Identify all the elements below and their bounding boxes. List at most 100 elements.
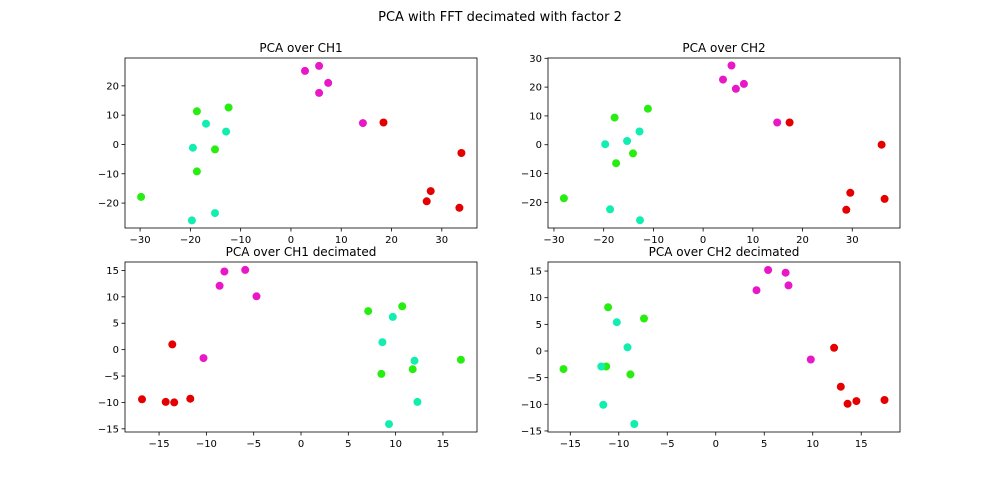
y-tick-label: 0 bbox=[113, 140, 119, 151]
data-point-teal bbox=[612, 318, 621, 327]
x-tick-label: 20 bbox=[796, 235, 809, 246]
data-point-teal bbox=[606, 205, 615, 214]
data-point-green bbox=[364, 307, 373, 316]
y-tick-label: −10 bbox=[521, 169, 542, 180]
x-tick-label: −10 bbox=[196, 439, 217, 450]
y-tick-label: 20 bbox=[529, 83, 542, 94]
y-tick-label: 20 bbox=[106, 81, 119, 92]
data-point-magenta bbox=[752, 286, 761, 295]
x-tick-label: 10 bbox=[389, 439, 402, 450]
data-point-teal bbox=[413, 397, 422, 406]
data-point-green bbox=[626, 370, 635, 379]
data-point-magenta bbox=[781, 268, 790, 277]
y-tick-label: −15 bbox=[521, 426, 542, 437]
data-point-magenta bbox=[739, 79, 748, 88]
data-point-magenta bbox=[773, 118, 782, 127]
data-point-teal bbox=[597, 362, 606, 371]
x-tick-label: 5 bbox=[345, 439, 351, 450]
figure-title: PCA with FFT decimated with factor 2 bbox=[378, 10, 622, 25]
data-point-green bbox=[398, 302, 407, 311]
y-tick-label: 10 bbox=[529, 293, 542, 304]
data-point-green bbox=[192, 167, 201, 176]
data-point-red bbox=[457, 149, 466, 157]
x-tick-label: −30 bbox=[130, 235, 151, 246]
data-point-magenta bbox=[324, 78, 333, 87]
x-tick-label: −5 bbox=[246, 439, 261, 450]
data-point-red bbox=[852, 397, 861, 406]
x-tick-label: −10 bbox=[608, 439, 629, 450]
data-point-magenta bbox=[731, 84, 740, 93]
data-point-teal bbox=[378, 338, 387, 347]
y-tick-label: 5 bbox=[536, 320, 542, 331]
data-point-magenta bbox=[727, 61, 736, 70]
data-point-magenta bbox=[358, 119, 367, 128]
subplot-ch2: PCA over CH2 −30 −20 −10 0 10 20 30 −20 −10 0 10 20 3… bbox=[521, 41, 901, 246]
y-tick-label: −5 bbox=[527, 373, 542, 384]
x-tick-label: 20 bbox=[385, 235, 398, 246]
data-point-teal bbox=[630, 420, 639, 428]
data-point-red bbox=[843, 399, 852, 408]
data-point-teal bbox=[636, 216, 644, 225]
x-tick-label: 30 bbox=[435, 235, 448, 246]
x-tick-label: −10 bbox=[643, 235, 664, 246]
x-tick-label: 15 bbox=[855, 439, 868, 450]
x-tick-label: −15 bbox=[560, 439, 581, 450]
data-point-green bbox=[610, 113, 619, 122]
data-point-red bbox=[426, 187, 435, 196]
y-tick-label: −10 bbox=[98, 169, 119, 180]
data-point-magenta bbox=[220, 267, 229, 276]
data-point-teal bbox=[211, 209, 219, 218]
x-tick-label: 10 bbox=[806, 439, 819, 450]
data-point-magenta bbox=[199, 354, 208, 363]
data-point-green bbox=[192, 107, 201, 116]
y-tick-label: −20 bbox=[521, 198, 542, 209]
subplot-ch1-decimated: PCA over CH1 decimated −15 −10 −5 0 5 10 15 −15 −… bbox=[98, 245, 478, 450]
data-point-teal bbox=[222, 127, 231, 136]
data-point-red bbox=[880, 396, 889, 404]
data-point-green bbox=[408, 365, 417, 374]
data-point-magenta bbox=[215, 281, 224, 290]
x-tick-label: 10 bbox=[746, 235, 759, 246]
y-tick-label: −5 bbox=[104, 372, 119, 383]
subplot-ch1: PCA over CH1 −30 −20 −10 0 10 20 30 −20 −10 0 10 20 bbox=[98, 41, 478, 246]
data-point-green bbox=[604, 303, 613, 312]
x-tick-label: 0 bbox=[288, 235, 294, 246]
data-point-green bbox=[559, 194, 568, 203]
data-point-red bbox=[186, 394, 195, 403]
data-point-teal bbox=[635, 127, 644, 136]
data-point-red bbox=[161, 397, 170, 406]
data-point-red bbox=[836, 382, 845, 391]
data-point-red bbox=[877, 140, 886, 149]
data-point-red bbox=[842, 205, 851, 214]
data-point-magenta bbox=[719, 75, 727, 84]
x-tick-label: −5 bbox=[660, 439, 675, 450]
x-tick-label: 0 bbox=[700, 235, 706, 246]
data-point-red bbox=[846, 188, 855, 197]
y-tick-label: 30 bbox=[529, 54, 542, 65]
y-tick-label: 10 bbox=[529, 111, 542, 122]
data-point-green bbox=[559, 365, 568, 374]
subplot-title: PCA over CH1 decimated bbox=[226, 245, 377, 259]
y-tick-label: 15 bbox=[529, 267, 542, 278]
y-tick-label: 10 bbox=[106, 111, 119, 122]
data-point-green bbox=[643, 104, 652, 113]
y-tick-label: 15 bbox=[106, 266, 119, 277]
data-point-green bbox=[137, 192, 146, 201]
data-point-teal bbox=[601, 140, 610, 149]
x-tick-label: −20 bbox=[180, 235, 201, 246]
axes-frame bbox=[124, 261, 478, 433]
subplot-title: PCA over CH2 bbox=[682, 41, 765, 55]
y-tick-label: −15 bbox=[98, 424, 119, 435]
data-point-teal bbox=[187, 216, 196, 225]
x-tick-label: 10 bbox=[335, 235, 348, 246]
data-point-red bbox=[168, 340, 177, 349]
data-point-teal bbox=[410, 356, 419, 365]
x-tick-label: 30 bbox=[846, 235, 859, 246]
x-tick-label: 0 bbox=[713, 439, 719, 450]
y-tick-label: −10 bbox=[98, 398, 119, 409]
axes-frame bbox=[124, 57, 478, 229]
data-point-magenta bbox=[241, 265, 250, 274]
data-point-teal bbox=[388, 312, 397, 321]
subplot-ch2-decimated: PCA over CH2 decimated −15 −10 −5 0 5 10 15 −15 −… bbox=[521, 245, 901, 450]
